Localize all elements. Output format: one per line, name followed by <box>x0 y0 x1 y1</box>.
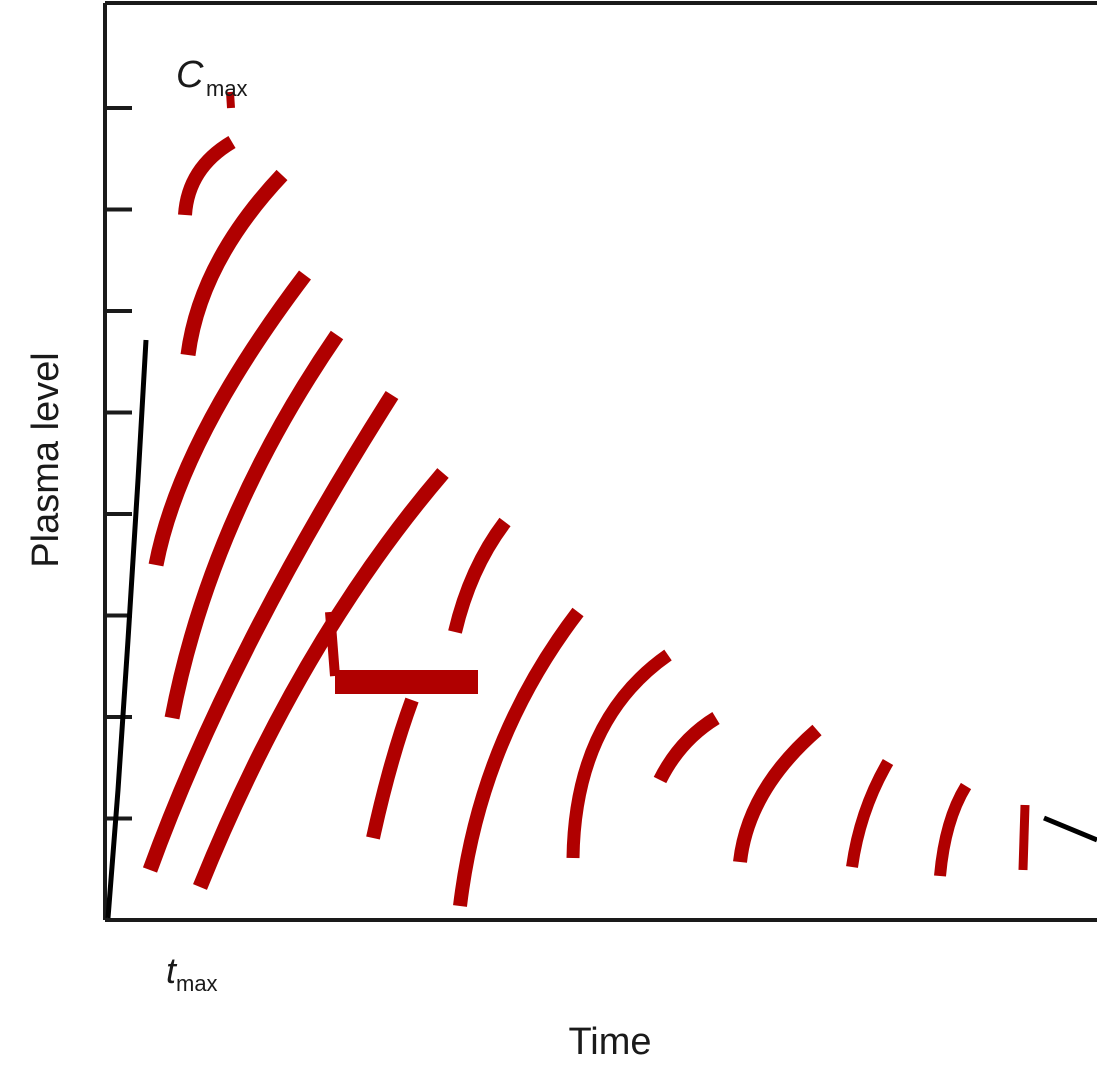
red-stroke-11 <box>448 517 511 634</box>
red-stroke-1 <box>226 91 235 109</box>
red-stroke-12 <box>453 607 584 907</box>
red-stroke-4 <box>148 270 311 567</box>
red-stroke-16 <box>846 758 894 868</box>
tmax-subscript: max <box>176 971 218 996</box>
red-stroke-6 <box>142 390 399 873</box>
tmax-label: t <box>166 950 178 991</box>
axes <box>103 1 1097 922</box>
plasma-curve <box>105 339 149 919</box>
red-stroke-8 <box>366 697 419 840</box>
red-stroke-13 <box>566 649 672 859</box>
red-overlay-strokes <box>142 91 1030 907</box>
y-axis-ticks <box>105 106 132 821</box>
red-stroke-2 <box>178 135 236 216</box>
cmax-subscript: max <box>206 76 248 101</box>
x-axis-label: Time <box>568 1021 651 1063</box>
y-axis-label: Plasma level <box>25 352 67 567</box>
red-stroke-7 <box>193 468 449 890</box>
red-stroke-3 <box>180 169 288 356</box>
red-stroke-15 <box>733 724 822 863</box>
plasma-curve-tail <box>1043 815 1097 843</box>
red-stroke-14 <box>653 712 720 784</box>
red-stroke-5 <box>164 330 344 720</box>
red-stroke-18 <box>1018 804 1030 871</box>
red-stroke-17 <box>934 782 972 877</box>
cmax-label: C <box>176 54 204 96</box>
red-stroke-10 <box>325 611 340 677</box>
